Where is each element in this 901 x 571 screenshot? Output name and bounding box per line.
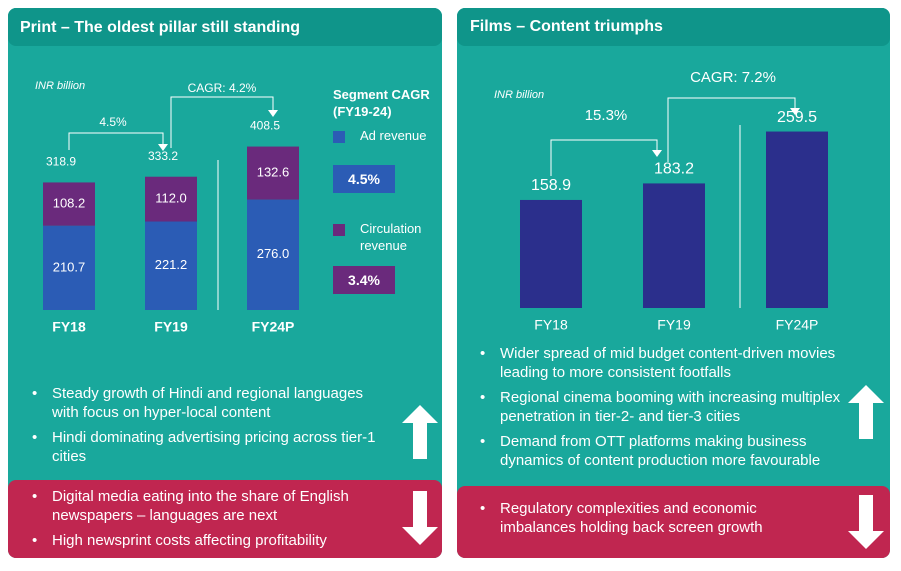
bar: [766, 131, 828, 308]
legend-swatch: [333, 131, 345, 143]
x-tick-label: FY24P: [776, 317, 819, 333]
x-tick-label: FY18: [534, 317, 568, 333]
value-label: 221.2: [155, 257, 188, 272]
growth-label: CAGR: 4.2%: [188, 81, 257, 95]
unit: INR billion: [494, 89, 544, 101]
unit: INR billion: [35, 80, 85, 92]
bar-segment: [247, 146, 299, 200]
x-tick-label: FY24P: [252, 319, 295, 335]
value-label: 112.0: [155, 191, 187, 206]
value-label: 276.0: [257, 246, 290, 261]
x-tick-label: FY19: [154, 319, 188, 335]
value-label: 132.6: [257, 165, 290, 180]
growth-label: 4.5%: [99, 115, 127, 129]
bar: [520, 199, 582, 308]
bullet: Regulatory complexities and economic imb…: [478, 499, 808, 537]
value-label: 108.2: [53, 196, 86, 211]
legend-title: Segment CAGR (FY19-24): [333, 87, 430, 119]
growth-brackets: [68, 96, 796, 176]
bullet: Digital media eating into the share of E…: [30, 487, 390, 525]
negatives: Regulatory complexities and economic imb…: [478, 499, 808, 543]
total-label: 408.5: [250, 119, 280, 133]
bar-segment: [43, 225, 95, 310]
growth-label: CAGR: 7.2%: [690, 69, 776, 86]
legend-cagr: 4.5%: [333, 165, 395, 193]
value-label: 183.2: [654, 161, 694, 178]
bar-segment: [145, 176, 197, 222]
value-label: 259.5: [777, 109, 817, 126]
bar-segment: [43, 182, 95, 226]
bullet: Hindi dominating advertising pricing acr…: [30, 428, 390, 466]
bullet: Steady growth of Hindi and regional lang…: [30, 384, 390, 422]
bullet: High newsprint costs affecting profitabi…: [30, 531, 390, 550]
x-tick-label: FY19: [657, 317, 691, 333]
growth-label: 15.3%: [585, 107, 628, 124]
bar-segment: [145, 221, 197, 310]
panel-header: [8, 8, 442, 46]
legend-swatch: [333, 224, 345, 236]
legend-label: Ad revenue: [360, 128, 427, 143]
value-label: 210.7: [53, 259, 86, 274]
bullet: Demand from OTT platforms making busines…: [478, 432, 848, 470]
panel-title: Films – Content triumphs: [470, 18, 663, 35]
value-label: 158.9: [531, 177, 571, 194]
panel-header: [457, 8, 890, 46]
legend-cagr: 3.4%: [333, 266, 395, 294]
arrows: [402, 385, 884, 549]
positives: Steady growth of Hindi and regional lang…: [30, 384, 390, 472]
total-label: 318.9: [46, 155, 76, 169]
x-tick-label: FY18: [52, 319, 86, 335]
positives: Wider spread of mid budget content-drive…: [478, 344, 848, 476]
bullet: Regional cinema booming with increasing …: [478, 388, 848, 426]
legend-label: Circulation revenue: [360, 221, 422, 253]
panel-title: Print – The oldest pillar still standing: [20, 19, 300, 36]
bar-segment: [247, 199, 299, 310]
total-label: 333.2: [148, 149, 178, 163]
bullet: Wider spread of mid budget content-drive…: [478, 344, 848, 382]
arrow-heads: [158, 108, 800, 157]
bar: [643, 183, 705, 308]
negatives: Digital media eating into the share of E…: [30, 487, 390, 556]
